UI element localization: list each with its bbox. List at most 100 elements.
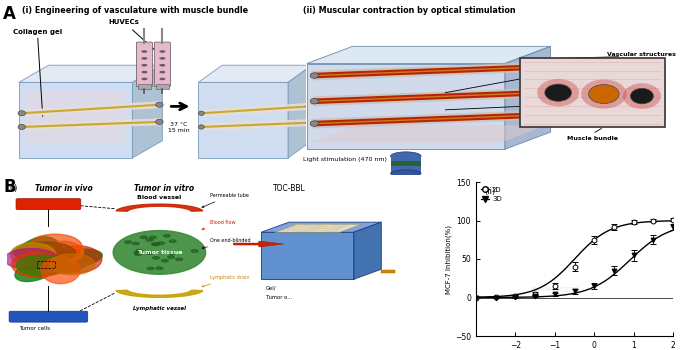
Ellipse shape [165,235,169,237]
Ellipse shape [18,111,26,116]
Text: Light stimulation (470 nm): Light stimulation (470 nm) [303,157,387,162]
Ellipse shape [623,83,661,109]
Text: (i): (i) [9,183,18,192]
Ellipse shape [136,253,140,255]
Ellipse shape [141,50,148,53]
Polygon shape [311,125,547,142]
Bar [390,161,421,167]
Bar [37,261,55,267]
Polygon shape [12,252,61,277]
Text: Tumor o...: Tumor o... [266,295,292,300]
Ellipse shape [137,250,141,251]
Ellipse shape [141,57,148,60]
Ellipse shape [159,71,165,74]
Ellipse shape [581,79,627,108]
Ellipse shape [169,240,176,243]
Ellipse shape [140,252,144,253]
Ellipse shape [149,268,152,269]
Ellipse shape [153,243,156,245]
Polygon shape [261,232,354,279]
Ellipse shape [163,260,167,261]
Ellipse shape [18,124,26,130]
Ellipse shape [306,120,312,125]
Ellipse shape [153,243,160,246]
Polygon shape [275,224,362,232]
Polygon shape [19,65,163,82]
Ellipse shape [151,237,155,238]
Ellipse shape [537,79,579,106]
Polygon shape [13,237,102,281]
Ellipse shape [141,64,148,66]
Text: Tumor in vivo: Tumor in vivo [35,183,92,192]
Text: Tumor cells: Tumor cells [19,326,50,331]
Ellipse shape [158,267,161,269]
Text: Collagen gel: Collagen gel [13,29,62,116]
Bar [381,270,395,273]
Ellipse shape [134,243,137,244]
Ellipse shape [154,244,158,245]
FancyBboxPatch shape [9,311,88,322]
Ellipse shape [199,125,204,129]
Ellipse shape [310,121,319,126]
Ellipse shape [167,256,175,259]
Polygon shape [116,290,203,298]
Polygon shape [133,65,163,158]
FancyBboxPatch shape [137,42,152,87]
Ellipse shape [159,243,163,244]
FancyBboxPatch shape [154,42,171,87]
Ellipse shape [159,57,165,60]
Text: Blood vessel: Blood vessel [137,195,182,200]
Ellipse shape [171,240,175,242]
Text: (ii): (ii) [484,187,495,196]
Ellipse shape [159,78,165,80]
Ellipse shape [177,259,181,260]
Polygon shape [116,204,203,211]
Text: Vascular structures: Vascular structures [607,52,676,57]
Ellipse shape [390,170,421,177]
Ellipse shape [158,241,165,245]
Ellipse shape [147,267,154,270]
Text: Lymphatic vessel: Lymphatic vessel [133,306,186,310]
Ellipse shape [126,241,130,243]
Ellipse shape [589,85,619,104]
Ellipse shape [141,71,148,74]
Polygon shape [261,222,381,232]
Text: Gel/: Gel/ [266,285,276,290]
Polygon shape [24,91,126,144]
Ellipse shape [545,84,571,101]
Ellipse shape [191,250,199,252]
Ellipse shape [163,234,171,237]
Ellipse shape [168,252,175,255]
Polygon shape [199,82,288,158]
Bar [520,58,665,127]
Polygon shape [16,255,69,275]
Text: (i) Engineering of vasculature with muscle bundle: (i) Engineering of vasculature with musc… [22,6,248,15]
Polygon shape [288,65,312,158]
Text: One end-blinded: One end-blinded [202,238,251,248]
Ellipse shape [151,243,158,246]
Ellipse shape [630,89,653,104]
Bar [390,156,421,173]
Y-axis label: MCF-7 Inhibition(%): MCF-7 Inhibition(%) [445,224,452,294]
Polygon shape [5,248,58,270]
Ellipse shape [390,152,421,160]
Ellipse shape [149,236,156,239]
Ellipse shape [310,73,319,78]
Ellipse shape [169,257,173,258]
Text: 37 °C
15 min: 37 °C 15 min [168,122,190,133]
Bar [156,84,169,89]
Ellipse shape [537,112,545,118]
Polygon shape [354,222,381,279]
Ellipse shape [154,257,158,259]
Ellipse shape [152,256,160,259]
Polygon shape [10,243,56,267]
Text: Tumor tissue: Tumor tissue [137,250,182,255]
Ellipse shape [310,98,319,104]
Ellipse shape [140,236,148,239]
Ellipse shape [193,250,197,252]
Ellipse shape [135,253,142,256]
Polygon shape [199,65,312,82]
Ellipse shape [124,240,132,244]
Polygon shape [54,246,102,272]
Ellipse shape [156,119,163,124]
